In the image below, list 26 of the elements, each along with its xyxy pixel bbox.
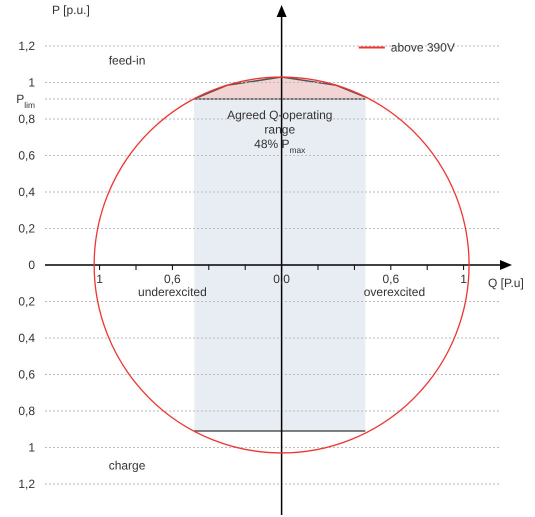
- y-tick-label: 0,2: [18, 222, 36, 236]
- y-tick-label: 1,2: [18, 476, 36, 491]
- y-tick-label: 0,8: [18, 112, 36, 126]
- y-tick-label: 0: [28, 258, 36, 272]
- annotation: overexcited: [364, 285, 426, 300]
- x-tick-label: 0,6: [382, 272, 400, 286]
- annotation: charge: [108, 458, 146, 472]
- annotation: above 390V: [390, 40, 455, 54]
- y-tick-label: P$_{lim}$: [16, 92, 36, 110]
- annotation: feed-in: [108, 53, 146, 68]
- y-tick-label: 1,2: [18, 39, 36, 54]
- y-tick-label: 1: [28, 76, 36, 90]
- x-tick-label: 1: [96, 272, 104, 286]
- annotation: underexcited: [138, 285, 207, 300]
- annotation: 48% P$_{max}$: [254, 137, 306, 156]
- y-tick-label: 1: [28, 440, 36, 454]
- x-tick-label: 0,6: [164, 272, 182, 286]
- x-tick-label: 1: [460, 272, 468, 286]
- y-tick-label: 0,6: [18, 367, 36, 382]
- y-tick-label: 0,4: [18, 185, 36, 200]
- y-tick-label: 0,4: [18, 330, 36, 345]
- x-axis-title: Q [P.u]: [488, 276, 524, 290]
- y-tick-label: 0,8: [18, 404, 36, 418]
- y-tick-label: 0,2: [18, 294, 36, 308]
- y-axis-title: P [p.u.]: [52, 3, 90, 17]
- y-tick-label: 0,6: [18, 148, 36, 163]
